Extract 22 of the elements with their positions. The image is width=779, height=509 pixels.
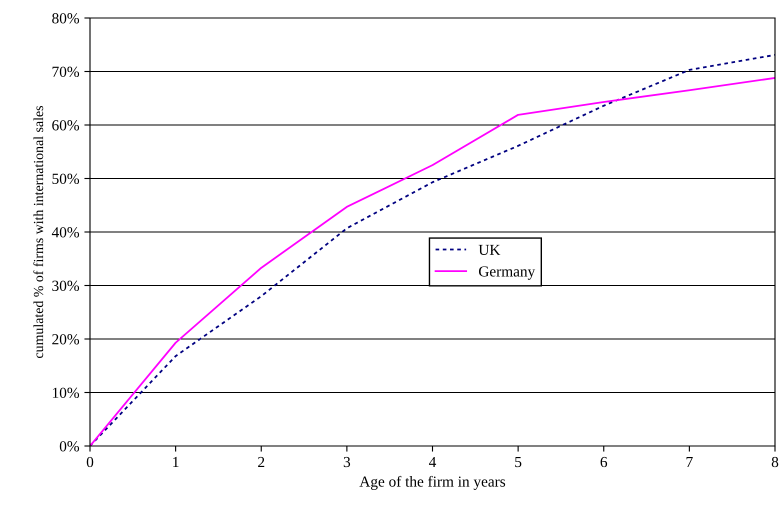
x-tick-label: 8 bbox=[772, 456, 778, 468]
y-tick-label: 30% bbox=[52, 280, 80, 291]
x-tick-label: 3 bbox=[344, 456, 350, 468]
x-tick-label: 2 bbox=[258, 456, 264, 468]
y-tick-label: 70% bbox=[52, 66, 80, 77]
x-tick-label: 7 bbox=[686, 457, 693, 468]
x-tick-label: 5 bbox=[515, 457, 522, 468]
x-tick-label: 0 bbox=[86, 456, 94, 468]
y-tick-label: 40% bbox=[52, 227, 80, 238]
legend-label: Germany bbox=[478, 266, 536, 280]
x-tick-label: 4 bbox=[428, 456, 436, 468]
y-axis-title: cumulated % of firms with international sales bbox=[33, 106, 44, 358]
x-tick-label: 1 bbox=[173, 456, 179, 468]
legend-label: UK bbox=[478, 244, 500, 256]
y-tick-label: 60% bbox=[52, 120, 80, 130]
y-tick-label: 0% bbox=[60, 441, 80, 452]
y-tick-label: 20% bbox=[52, 334, 80, 344]
y-tick-label: 10% bbox=[52, 388, 80, 398]
y-tick-label: 80% bbox=[52, 13, 80, 24]
y-tick-label: 50% bbox=[52, 174, 80, 184]
x-tick-label: 6 bbox=[600, 456, 608, 468]
x-axis-title: Age of the firm in years bbox=[359, 476, 506, 490]
